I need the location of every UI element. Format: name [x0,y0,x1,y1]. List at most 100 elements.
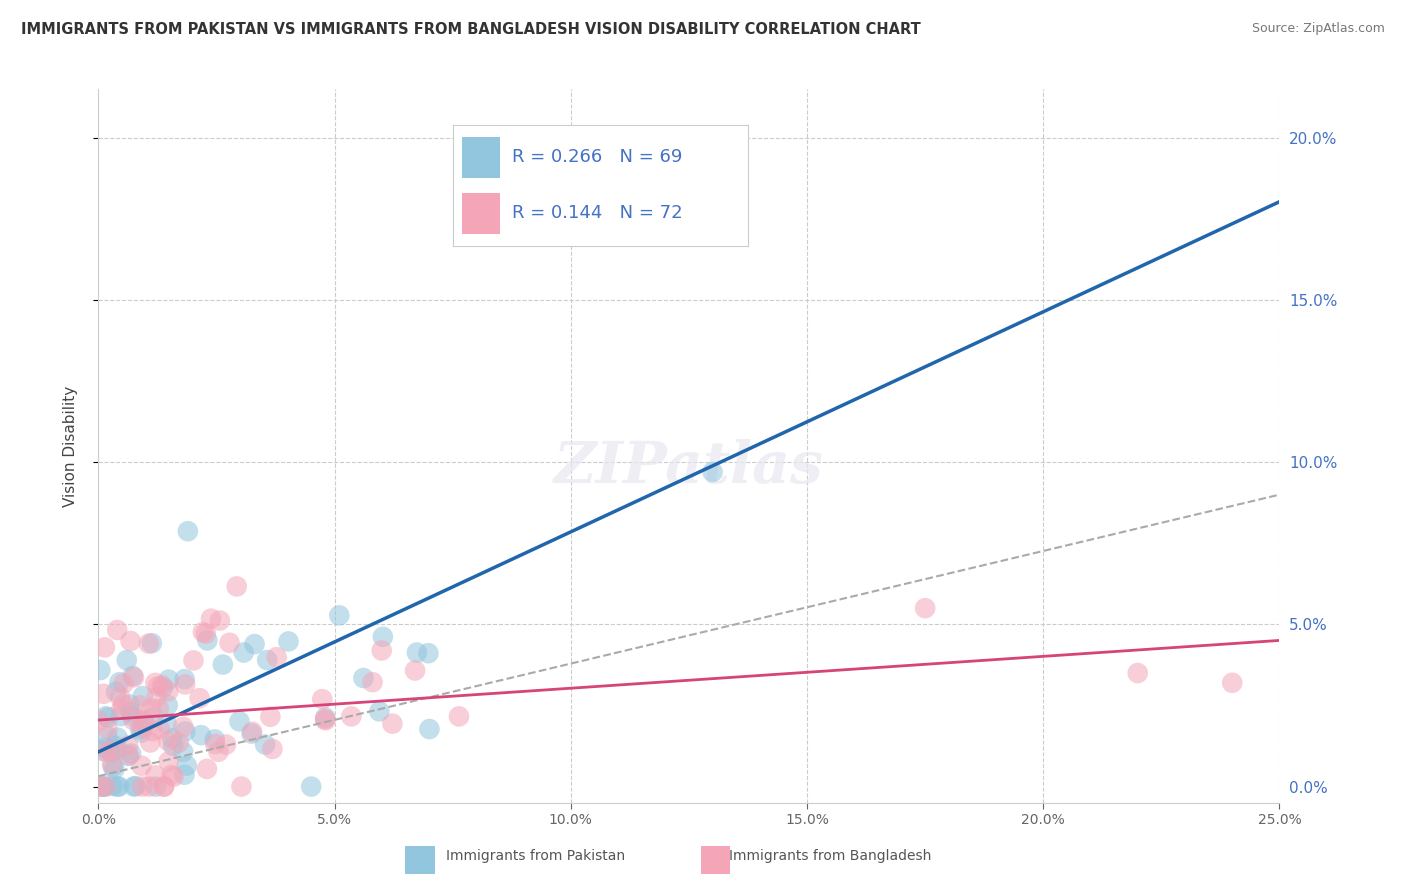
Point [208,614,231,628]
Point [93,687,115,701]
Point [172,745,194,759]
Point [131,780,153,794]
Point [176,758,198,772]
Point [122,780,145,794]
Point [211,657,233,672]
Text: Immigrants from Pakistan: Immigrants from Pakistan [446,849,626,863]
Point [131,758,153,772]
Point [146,679,169,693]
Text: Source: ZipAtlas.com: Source: ZipAtlas.com [1251,22,1385,36]
Point [103,762,125,776]
Point [131,720,153,734]
Point [156,716,179,731]
Point [157,673,180,687]
Point [105,685,128,699]
Point [145,690,167,705]
Point [100,745,122,759]
Point [162,739,184,753]
Point [121,709,143,723]
Point [112,676,135,690]
Point [215,738,238,752]
Point [167,736,190,750]
Point [149,723,172,737]
Point [129,723,152,737]
Point [240,726,263,740]
Point [266,650,288,665]
Point [1220,675,1243,690]
Point [90,744,112,758]
Point [225,579,247,593]
Point [183,653,205,667]
Point [315,713,337,727]
Point [107,742,129,756]
Point [256,653,278,667]
Point [418,646,440,660]
Point [115,653,138,667]
Point [124,779,146,793]
Point [108,675,131,690]
Point [103,739,125,753]
Y-axis label: Vision Disability: Vision Disability [63,385,77,507]
Point [142,724,165,739]
Point [117,739,139,753]
Point [381,716,404,731]
Point [361,675,384,690]
Point [404,664,426,678]
Point [91,780,114,794]
Point [157,684,180,698]
Point [108,780,131,794]
Point [914,601,936,615]
Point [148,701,170,715]
Point [204,737,226,751]
Point [418,722,440,736]
Point [277,634,299,648]
Point [105,623,128,637]
Point [118,698,141,712]
Point [177,524,200,539]
Point [160,768,183,782]
Point [162,731,184,746]
Point [145,768,167,782]
Point [1126,666,1149,681]
Point [138,636,160,650]
Point [243,637,266,651]
Point [157,755,180,769]
Point [368,704,391,718]
Point [121,669,143,683]
Point [370,643,392,657]
Point [142,710,165,724]
Point [120,705,142,719]
Text: Immigrants from Bangladesh: Immigrants from Bangladesh [730,849,932,863]
Point [97,710,120,724]
Point [254,738,277,752]
Point [262,742,284,756]
Point [162,770,184,784]
Point [132,713,155,727]
Point [101,759,124,773]
Point [101,756,124,771]
Point [406,646,429,660]
Point [117,748,139,763]
Point [87,714,110,728]
Point [194,626,217,640]
Point [100,744,122,758]
Point [145,780,167,794]
Point [489,163,512,178]
Point [231,780,253,794]
Point [371,630,394,644]
Point [153,780,176,794]
Point [190,728,212,742]
Point [97,722,120,736]
Point [94,740,117,755]
Text: ZIPatlas: ZIPatlas [554,439,824,496]
Point [173,672,195,686]
Point [353,671,375,685]
Point [91,780,114,794]
Point [173,768,195,782]
Point [174,677,197,691]
Point [195,762,218,776]
Point [120,747,142,761]
Point [94,745,117,759]
Point [118,748,141,763]
Point [138,780,160,794]
